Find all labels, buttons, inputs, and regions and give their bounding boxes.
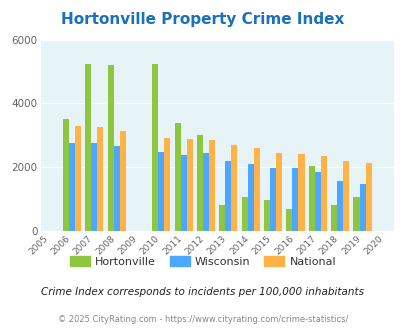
Bar xyxy=(186,140,192,231)
Text: Crime Index corresponds to incidents per 100,000 inhabitants: Crime Index corresponds to incidents per… xyxy=(41,287,364,297)
Bar xyxy=(63,119,69,231)
Bar xyxy=(241,197,247,231)
Bar xyxy=(231,145,237,231)
Bar xyxy=(158,152,164,231)
Bar xyxy=(342,160,348,231)
Bar xyxy=(263,200,269,231)
Bar xyxy=(298,154,304,231)
Bar xyxy=(97,127,103,231)
Bar xyxy=(253,148,259,231)
Bar xyxy=(286,209,292,231)
Bar xyxy=(320,156,326,231)
Bar xyxy=(113,146,119,231)
Bar xyxy=(247,164,253,231)
Bar xyxy=(164,138,170,231)
Bar xyxy=(219,205,225,231)
Bar xyxy=(75,126,81,231)
Bar xyxy=(364,163,371,231)
Bar xyxy=(336,181,342,231)
Text: Hortonville Property Crime Index: Hortonville Property Crime Index xyxy=(61,12,344,26)
Bar xyxy=(225,161,231,231)
Bar xyxy=(85,64,91,231)
Bar xyxy=(91,143,97,231)
Bar xyxy=(358,184,364,231)
Bar xyxy=(314,172,320,231)
Bar xyxy=(202,153,209,231)
Text: © 2025 CityRating.com - https://www.cityrating.com/crime-statistics/: © 2025 CityRating.com - https://www.city… xyxy=(58,315,347,324)
Bar xyxy=(308,166,314,231)
Bar xyxy=(196,135,202,231)
Bar xyxy=(174,122,180,231)
Bar xyxy=(180,155,186,231)
Bar xyxy=(353,197,358,231)
Bar xyxy=(209,140,215,231)
Bar xyxy=(69,143,75,231)
Legend: Hortonville, Wisconsin, National: Hortonville, Wisconsin, National xyxy=(65,251,340,271)
Bar xyxy=(119,131,126,231)
Bar xyxy=(152,64,158,231)
Bar xyxy=(330,206,336,231)
Bar xyxy=(107,65,113,231)
Bar xyxy=(275,152,281,231)
Bar xyxy=(292,168,298,231)
Bar xyxy=(269,168,275,231)
